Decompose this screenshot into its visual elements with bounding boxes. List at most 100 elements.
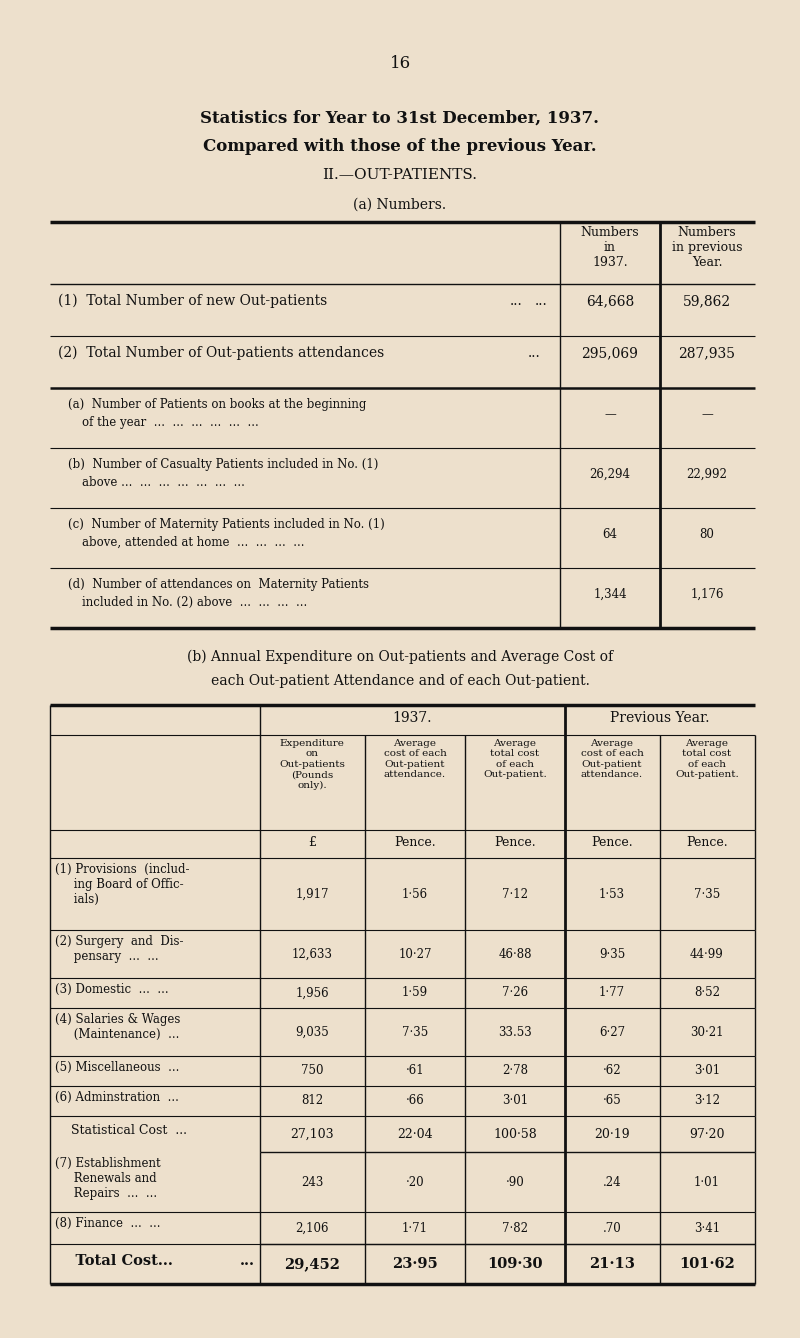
Text: 1937.: 1937. xyxy=(392,710,432,725)
Text: 109·30: 109·30 xyxy=(487,1256,542,1271)
Text: ·90: ·90 xyxy=(506,1176,524,1188)
Text: (2)  Total Number of Out-patients attendances: (2) Total Number of Out-patients attenda… xyxy=(58,347,384,360)
Text: 287,935: 287,935 xyxy=(678,347,735,360)
Text: (b)  Number of Casualty Patients included in No. (1): (b) Number of Casualty Patients included… xyxy=(68,458,378,471)
Text: (4) Salaries & Wages
     (Maintenance)  ...: (4) Salaries & Wages (Maintenance) ... xyxy=(55,1013,180,1041)
Text: 7·35: 7·35 xyxy=(402,1025,428,1038)
Text: ·20: ·20 xyxy=(406,1176,424,1188)
Text: 9·35: 9·35 xyxy=(599,947,625,961)
Text: 59,862: 59,862 xyxy=(683,294,731,308)
Text: 1·77: 1·77 xyxy=(599,986,625,999)
Text: 64: 64 xyxy=(602,529,618,541)
Text: above ...  ...  ...  ...  ...  ...  ...: above ... ... ... ... ... ... ... xyxy=(82,476,245,488)
Text: ...: ... xyxy=(535,294,548,308)
Text: ...: ... xyxy=(528,347,541,360)
Text: .24: .24 xyxy=(602,1176,622,1188)
Text: Statistical Cost  ...: Statistical Cost ... xyxy=(55,1124,187,1137)
Text: (3) Domestic  ...  ...: (3) Domestic ... ... xyxy=(55,983,169,995)
Text: 2·78: 2·78 xyxy=(502,1065,528,1077)
Text: 46·88: 46·88 xyxy=(498,947,532,961)
Text: ·65: ·65 xyxy=(602,1094,622,1108)
Text: (c)  Number of Maternity Patients included in No. (1): (c) Number of Maternity Patients include… xyxy=(68,518,385,531)
Text: 1·01: 1·01 xyxy=(694,1176,720,1188)
Text: 64,668: 64,668 xyxy=(586,294,634,308)
Text: 7·35: 7·35 xyxy=(694,887,720,900)
Text: 8·52: 8·52 xyxy=(694,986,720,999)
Text: 295,069: 295,069 xyxy=(582,347,638,360)
Text: 7·12: 7·12 xyxy=(502,887,528,900)
Text: (5) Miscellaneous  ...: (5) Miscellaneous ... xyxy=(55,1061,179,1074)
Text: 1,176: 1,176 xyxy=(690,587,724,601)
Text: 23·95: 23·95 xyxy=(392,1256,438,1271)
Text: 30·21: 30·21 xyxy=(690,1025,724,1038)
Text: 20·19: 20·19 xyxy=(594,1128,630,1140)
Text: Statistics for Year to 31st December, 1937.: Statistics for Year to 31st December, 19… xyxy=(201,110,599,127)
Text: 3·41: 3·41 xyxy=(694,1222,720,1235)
Text: Average
cost of each
Out-patient
attendance.: Average cost of each Out-patient attenda… xyxy=(581,739,643,779)
Text: 80: 80 xyxy=(699,529,714,541)
Text: 1,917: 1,917 xyxy=(295,887,329,900)
Text: (1)  Total Number of new Out-patients: (1) Total Number of new Out-patients xyxy=(58,294,327,308)
Text: Total Cost...: Total Cost... xyxy=(55,1254,173,1268)
Text: (7) Establishment
     Renewals and
     Repairs  ...  ...: (7) Establishment Renewals and Repairs .… xyxy=(55,1157,161,1200)
Text: (8) Finance  ...  ...: (8) Finance ... ... xyxy=(55,1218,161,1230)
Text: Previous Year.: Previous Year. xyxy=(610,710,710,725)
Text: —: — xyxy=(701,408,713,421)
Text: 101·62: 101·62 xyxy=(679,1256,735,1271)
Text: 1·56: 1·56 xyxy=(402,887,428,900)
Text: ·66: ·66 xyxy=(406,1094,424,1108)
Text: (6) Adminstration  ...: (6) Adminstration ... xyxy=(55,1090,179,1104)
Text: .70: .70 xyxy=(602,1222,622,1235)
Text: 6·27: 6·27 xyxy=(599,1025,625,1038)
Text: —: — xyxy=(604,408,616,421)
Text: 3·12: 3·12 xyxy=(694,1094,720,1108)
Text: Average
total cost
of each
Out-patient.: Average total cost of each Out-patient. xyxy=(483,739,547,779)
Text: 2,106: 2,106 xyxy=(295,1222,329,1235)
Text: (a)  Number of Patients on books at the beginning: (a) Number of Patients on books at the b… xyxy=(68,397,366,411)
Text: 100·58: 100·58 xyxy=(493,1128,537,1140)
Text: Pence.: Pence. xyxy=(686,836,728,850)
Text: 1·71: 1·71 xyxy=(402,1222,428,1235)
Text: 243: 243 xyxy=(301,1176,323,1188)
Text: 7·26: 7·26 xyxy=(502,986,528,999)
Text: ·61: ·61 xyxy=(406,1065,424,1077)
Text: 27,103: 27,103 xyxy=(290,1128,334,1140)
Text: Pence.: Pence. xyxy=(591,836,633,850)
Text: 10·27: 10·27 xyxy=(398,947,432,961)
Text: (b) Annual Expenditure on Out-patients and Average Cost of: (b) Annual Expenditure on Out-patients a… xyxy=(187,650,613,665)
Text: 3·01: 3·01 xyxy=(502,1094,528,1108)
Text: (2) Surgery  and  Dis-
     pensary  ...  ...: (2) Surgery and Dis- pensary ... ... xyxy=(55,935,183,963)
Text: 22,992: 22,992 xyxy=(686,468,727,480)
Text: 812: 812 xyxy=(301,1094,323,1108)
Text: Numbers
in
1937.: Numbers in 1937. xyxy=(581,226,639,269)
Text: ...: ... xyxy=(240,1254,255,1268)
Text: above, attended at home  ...  ...  ...  ...: above, attended at home ... ... ... ... xyxy=(82,537,305,549)
Text: ·62: ·62 xyxy=(602,1065,622,1077)
Text: Average
total cost
of each
Out-patient.: Average total cost of each Out-patient. xyxy=(675,739,739,779)
Text: 21·13: 21·13 xyxy=(589,1256,635,1271)
Text: 1·59: 1·59 xyxy=(402,986,428,999)
Text: II.—OUT-PATIENTS.: II.—OUT-PATIENTS. xyxy=(322,169,478,182)
Text: ...: ... xyxy=(510,294,522,308)
Text: 16: 16 xyxy=(390,55,410,72)
Text: 9,035: 9,035 xyxy=(295,1025,329,1038)
Text: Numbers
in previous
Year.: Numbers in previous Year. xyxy=(672,226,742,269)
Text: 29,452: 29,452 xyxy=(284,1256,340,1271)
Text: 33.53: 33.53 xyxy=(498,1025,532,1038)
Text: Pence.: Pence. xyxy=(394,836,436,850)
Text: included in No. (2) above  ...  ...  ...  ...: included in No. (2) above ... ... ... ..… xyxy=(82,595,307,609)
Text: Average
cost of each
Out-patient
attendance.: Average cost of each Out-patient attenda… xyxy=(383,739,446,779)
Text: Compared with those of the previous Year.: Compared with those of the previous Year… xyxy=(203,138,597,155)
Text: Pence.: Pence. xyxy=(494,836,536,850)
Text: 1·53: 1·53 xyxy=(599,887,625,900)
Text: 26,294: 26,294 xyxy=(590,468,630,480)
Text: of the year  ...  ...  ...  ...  ...  ...: of the year ... ... ... ... ... ... xyxy=(82,416,258,429)
Text: 44·99: 44·99 xyxy=(690,947,724,961)
Text: (1) Provisions  (includ-
     ing Board of Offic-
     ials): (1) Provisions (includ- ing Board of Off… xyxy=(55,863,190,906)
Text: 12,633: 12,633 xyxy=(291,947,333,961)
Text: (d)  Number of attendances on  Maternity Patients: (d) Number of attendances on Maternity P… xyxy=(68,578,369,591)
Text: 97·20: 97·20 xyxy=(690,1128,725,1140)
Text: 7·82: 7·82 xyxy=(502,1222,528,1235)
Text: 3·01: 3·01 xyxy=(694,1065,720,1077)
Text: Expenditure
on
Out-patients
(Pounds
only).: Expenditure on Out-patients (Pounds only… xyxy=(279,739,345,789)
